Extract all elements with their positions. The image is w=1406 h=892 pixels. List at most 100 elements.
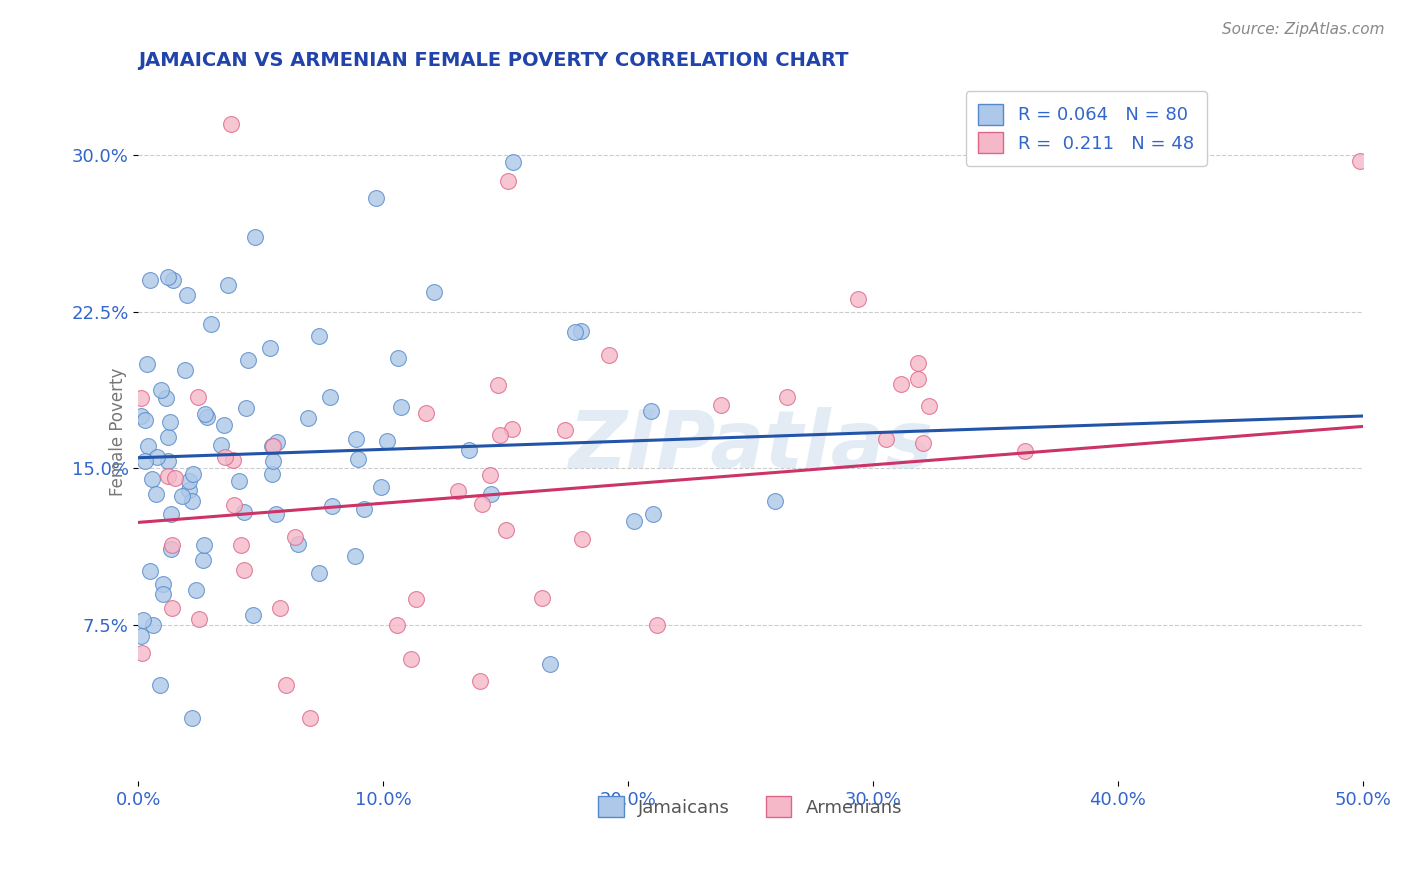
Point [496, 174, 519, 188]
Point [501, 422, 523, 436]
Point [200, 317, 222, 331]
Point [138, 564, 160, 578]
Point [375, 434, 398, 449]
Point [389, 401, 412, 415]
Point [489, 428, 512, 442]
Point [366, 191, 388, 205]
Point [262, 439, 284, 453]
Point [486, 377, 509, 392]
Point [159, 415, 181, 429]
Point [149, 678, 172, 692]
Point [217, 278, 239, 293]
Point [370, 480, 392, 494]
Point [259, 341, 281, 355]
Point [319, 390, 342, 404]
Point [287, 537, 309, 551]
Point [776, 390, 799, 404]
Point [266, 435, 288, 450]
Point [284, 530, 307, 544]
Point [129, 391, 152, 405]
Point [177, 483, 200, 498]
Point [177, 474, 200, 488]
Point [180, 494, 202, 508]
Point [907, 372, 929, 386]
Point [156, 454, 179, 468]
Point [918, 399, 941, 413]
Point [186, 582, 208, 597]
Point [344, 549, 367, 563]
Point [173, 363, 195, 377]
Point [598, 348, 620, 362]
Point [176, 288, 198, 302]
Point [172, 489, 194, 503]
Y-axis label: Female Poverty: Female Poverty [110, 368, 127, 496]
Point [138, 272, 160, 286]
Point [911, 436, 934, 450]
Point [344, 432, 367, 446]
Point [212, 417, 235, 432]
Point [235, 401, 257, 415]
Point [163, 471, 186, 485]
Text: ZIPatlas: ZIPatlas [568, 407, 934, 484]
Point [274, 678, 297, 692]
Point [346, 451, 368, 466]
Point [264, 507, 287, 521]
Point [530, 591, 553, 606]
Point [187, 612, 209, 626]
Point [353, 502, 375, 516]
Point [146, 450, 169, 464]
Point [160, 601, 183, 615]
Point [242, 607, 264, 622]
Point [645, 617, 668, 632]
Point [262, 439, 284, 453]
Point [907, 356, 929, 370]
Point [1348, 154, 1371, 169]
Point [132, 613, 155, 627]
Point [131, 409, 153, 424]
Point [415, 406, 437, 420]
Point [194, 408, 217, 422]
Point [321, 499, 343, 513]
Point [502, 155, 524, 169]
Point [214, 450, 236, 464]
Point [479, 487, 502, 501]
Point [308, 329, 330, 343]
Point [219, 117, 242, 131]
Point [160, 508, 183, 522]
Point [233, 505, 256, 519]
Point [155, 391, 177, 405]
Point [641, 507, 664, 521]
Point [471, 497, 494, 511]
Point [224, 499, 246, 513]
Point [571, 532, 593, 546]
Point [193, 538, 215, 552]
Point [269, 601, 291, 615]
Point [222, 452, 245, 467]
Point [134, 413, 156, 427]
Point [405, 591, 427, 606]
Text: JAMAICAN VS ARMENIAN FEMALE POVERTY CORRELATION CHART: JAMAICAN VS ARMENIAN FEMALE POVERTY CORR… [138, 51, 849, 70]
Point [875, 432, 897, 446]
Point [262, 467, 284, 482]
Point [229, 538, 252, 552]
Point [846, 293, 869, 307]
Point [152, 576, 174, 591]
Point [308, 566, 330, 581]
Point [209, 438, 232, 452]
Point [187, 390, 209, 404]
Point [129, 628, 152, 642]
Point [298, 711, 321, 725]
Point [763, 494, 786, 508]
Point [479, 467, 502, 482]
Point [623, 515, 645, 529]
Point [640, 403, 662, 417]
Point [710, 398, 733, 412]
Point [387, 351, 409, 366]
Point [423, 285, 446, 299]
Point [181, 467, 204, 482]
Point [160, 538, 183, 552]
Point [385, 618, 408, 632]
Point [297, 411, 319, 425]
Point [131, 646, 153, 660]
Point [157, 430, 180, 444]
